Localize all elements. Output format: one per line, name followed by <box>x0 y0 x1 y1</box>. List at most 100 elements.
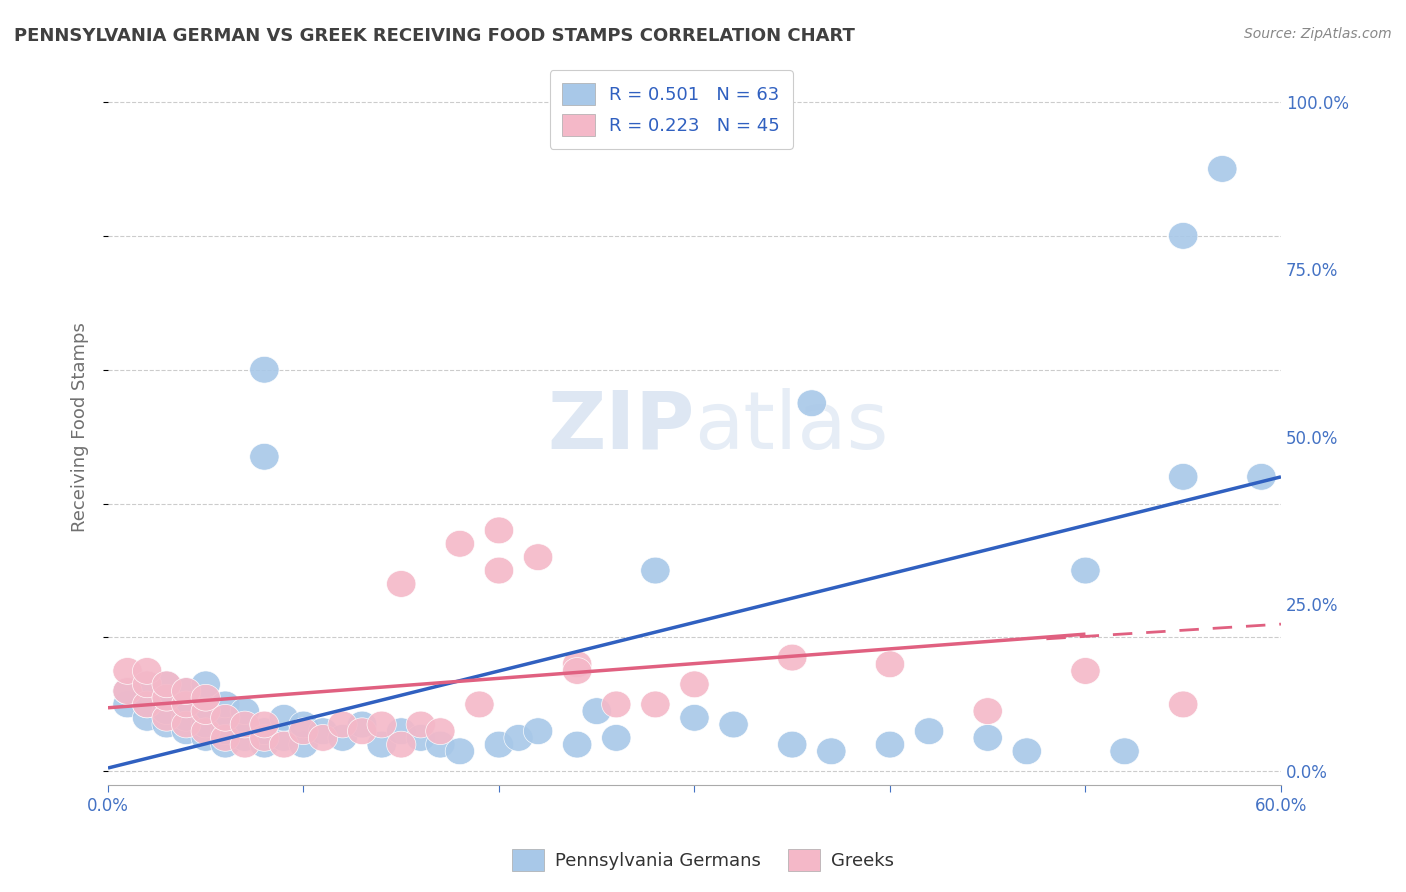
Ellipse shape <box>484 558 513 584</box>
Ellipse shape <box>191 724 221 751</box>
Ellipse shape <box>778 731 807 758</box>
Ellipse shape <box>876 651 904 678</box>
Ellipse shape <box>270 705 298 731</box>
Ellipse shape <box>308 724 337 751</box>
Ellipse shape <box>132 671 162 698</box>
Ellipse shape <box>1247 464 1277 491</box>
Ellipse shape <box>681 705 709 731</box>
Ellipse shape <box>172 718 201 745</box>
Ellipse shape <box>523 718 553 745</box>
Ellipse shape <box>152 684 181 711</box>
Ellipse shape <box>132 671 162 698</box>
Ellipse shape <box>387 731 416 758</box>
Ellipse shape <box>446 531 475 558</box>
Ellipse shape <box>308 718 337 745</box>
Ellipse shape <box>778 644 807 671</box>
Text: atlas: atlas <box>695 388 889 466</box>
Ellipse shape <box>1168 464 1198 491</box>
Ellipse shape <box>347 718 377 745</box>
Ellipse shape <box>152 705 181 731</box>
Ellipse shape <box>406 711 436 738</box>
Ellipse shape <box>172 691 201 718</box>
Ellipse shape <box>191 671 221 698</box>
Ellipse shape <box>1168 691 1198 718</box>
Ellipse shape <box>973 698 1002 724</box>
Ellipse shape <box>484 731 513 758</box>
Ellipse shape <box>191 698 221 724</box>
Ellipse shape <box>112 678 142 705</box>
Ellipse shape <box>876 731 904 758</box>
Ellipse shape <box>172 711 201 738</box>
Ellipse shape <box>250 356 278 384</box>
Ellipse shape <box>152 711 181 738</box>
Ellipse shape <box>347 711 377 738</box>
Text: ZIP: ZIP <box>547 388 695 466</box>
Ellipse shape <box>112 657 142 684</box>
Ellipse shape <box>328 711 357 738</box>
Ellipse shape <box>211 718 240 745</box>
Ellipse shape <box>817 738 846 764</box>
Ellipse shape <box>172 678 201 705</box>
Ellipse shape <box>231 711 260 738</box>
Ellipse shape <box>681 671 709 698</box>
Ellipse shape <box>211 724 240 751</box>
Ellipse shape <box>250 718 278 745</box>
Ellipse shape <box>562 657 592 684</box>
Ellipse shape <box>211 705 240 731</box>
Ellipse shape <box>132 691 162 718</box>
Ellipse shape <box>288 711 318 738</box>
Ellipse shape <box>270 731 298 758</box>
Text: PENNSYLVANIA GERMAN VS GREEK RECEIVING FOOD STAMPS CORRELATION CHART: PENNSYLVANIA GERMAN VS GREEK RECEIVING F… <box>14 27 855 45</box>
Ellipse shape <box>211 731 240 758</box>
Ellipse shape <box>465 691 494 718</box>
Ellipse shape <box>523 544 553 571</box>
Ellipse shape <box>152 671 181 698</box>
Ellipse shape <box>112 678 142 705</box>
Ellipse shape <box>152 698 181 724</box>
Ellipse shape <box>112 691 142 718</box>
Ellipse shape <box>426 718 456 745</box>
Ellipse shape <box>132 657 162 684</box>
Ellipse shape <box>191 684 221 711</box>
Text: Source: ZipAtlas.com: Source: ZipAtlas.com <box>1244 27 1392 41</box>
Ellipse shape <box>211 705 240 731</box>
Ellipse shape <box>914 718 943 745</box>
Ellipse shape <box>387 718 416 745</box>
Ellipse shape <box>172 691 201 718</box>
Ellipse shape <box>231 698 260 724</box>
Ellipse shape <box>602 724 631 751</box>
Y-axis label: Receiving Food Stamps: Receiving Food Stamps <box>72 322 89 532</box>
Ellipse shape <box>231 724 260 751</box>
Ellipse shape <box>328 724 357 751</box>
Ellipse shape <box>446 738 475 764</box>
Ellipse shape <box>602 691 631 718</box>
Ellipse shape <box>191 718 221 745</box>
Ellipse shape <box>231 731 260 758</box>
Ellipse shape <box>562 731 592 758</box>
Ellipse shape <box>132 691 162 718</box>
Ellipse shape <box>270 724 298 751</box>
Ellipse shape <box>387 571 416 598</box>
Ellipse shape <box>562 651 592 678</box>
Ellipse shape <box>250 724 278 751</box>
Ellipse shape <box>250 711 278 738</box>
Ellipse shape <box>191 684 221 711</box>
Ellipse shape <box>1071 558 1099 584</box>
Ellipse shape <box>250 443 278 470</box>
Ellipse shape <box>426 731 456 758</box>
Ellipse shape <box>503 724 533 751</box>
Ellipse shape <box>641 558 671 584</box>
Ellipse shape <box>718 711 748 738</box>
Ellipse shape <box>250 731 278 758</box>
Ellipse shape <box>1109 738 1139 764</box>
Ellipse shape <box>152 671 181 698</box>
Ellipse shape <box>211 691 240 718</box>
Ellipse shape <box>797 390 827 417</box>
Ellipse shape <box>152 684 181 711</box>
Ellipse shape <box>1168 222 1198 249</box>
Ellipse shape <box>172 678 201 705</box>
Ellipse shape <box>484 517 513 544</box>
Ellipse shape <box>1208 155 1237 182</box>
Ellipse shape <box>191 711 221 738</box>
Legend: Pennsylvania Germans, Greeks: Pennsylvania Germans, Greeks <box>505 842 901 879</box>
